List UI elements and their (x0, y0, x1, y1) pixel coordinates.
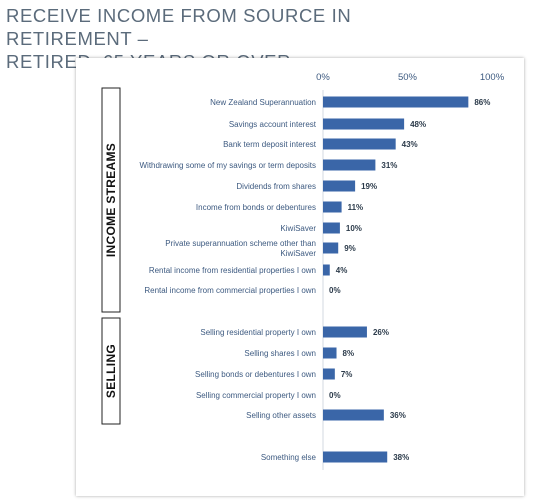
group-box (101, 87, 121, 313)
category-label: Rental income from residential propertie… (149, 266, 316, 275)
value-label: 11% (348, 203, 364, 212)
value-label: 48% (410, 120, 426, 129)
category-label: KiwiSaver (280, 249, 316, 258)
bar (323, 96, 469, 108)
category-label: Private superannuation scheme other than (165, 239, 316, 248)
group-label: SELLING (104, 344, 118, 398)
bar (323, 222, 340, 234)
page-title-line-1: RECEIVE INCOME FROM SOURCE IN RETIREMENT… (6, 5, 352, 49)
bar (323, 159, 376, 171)
bar (323, 242, 339, 254)
category-label: Bank term deposit interest (223, 140, 317, 149)
category-label: Dividends from shares (236, 182, 316, 191)
category-label: Selling commercial property I own (196, 391, 316, 400)
category-label: Selling other assets (246, 411, 316, 420)
bar (323, 264, 330, 276)
bar (323, 138, 396, 150)
value-label: 43% (402, 140, 418, 149)
value-label: 26% (373, 328, 389, 337)
value-label: 7% (341, 370, 353, 379)
category-label: Selling shares I own (244, 349, 316, 358)
bar (323, 180, 356, 192)
value-label: 38% (393, 453, 409, 462)
group-box (101, 317, 121, 425)
category-label: KiwiSaver (280, 224, 316, 233)
category-label: Selling bonds or debentures I own (195, 370, 316, 379)
category-label: Something else (261, 453, 317, 462)
category-label: Savings account interest (229, 120, 317, 129)
bar (323, 347, 337, 359)
x-tick-label: 50% (398, 72, 418, 83)
value-label: 36% (390, 411, 406, 420)
chart-card: 0% 50% 100% INCOME STREAMS SELLING New Zealan… (76, 58, 524, 496)
bar (323, 118, 405, 130)
value-label: 0% (329, 391, 341, 400)
value-label: 0% (329, 286, 341, 295)
category-label: New Zealand Superannuation (210, 98, 316, 107)
value-label: 10% (346, 224, 362, 233)
value-label: 8% (343, 349, 355, 358)
category-label: Income from bonds or debentures (196, 203, 316, 212)
income-sources-bar-chart: 0% 50% 100% INCOME STREAMS SELLING New Zealan… (101, 72, 505, 470)
value-label: 4% (336, 266, 348, 275)
category-label: Withdrawing some of my savings or term d… (139, 161, 316, 170)
category-label: Selling residential property I own (200, 328, 316, 337)
value-label: 19% (361, 182, 377, 191)
x-tick-label: 100% (480, 72, 505, 83)
bar (323, 326, 367, 338)
group-label: INCOME STREAMS (104, 143, 118, 257)
x-tick-label: 0% (316, 72, 330, 83)
value-label: 9% (344, 244, 356, 253)
bar (323, 201, 342, 213)
category-label: Rental income from commercial properties… (144, 286, 316, 295)
bar (323, 368, 335, 380)
value-label: 31% (381, 161, 397, 170)
bar (323, 409, 384, 421)
value-label: 86% (474, 98, 490, 107)
bar (323, 451, 388, 463)
